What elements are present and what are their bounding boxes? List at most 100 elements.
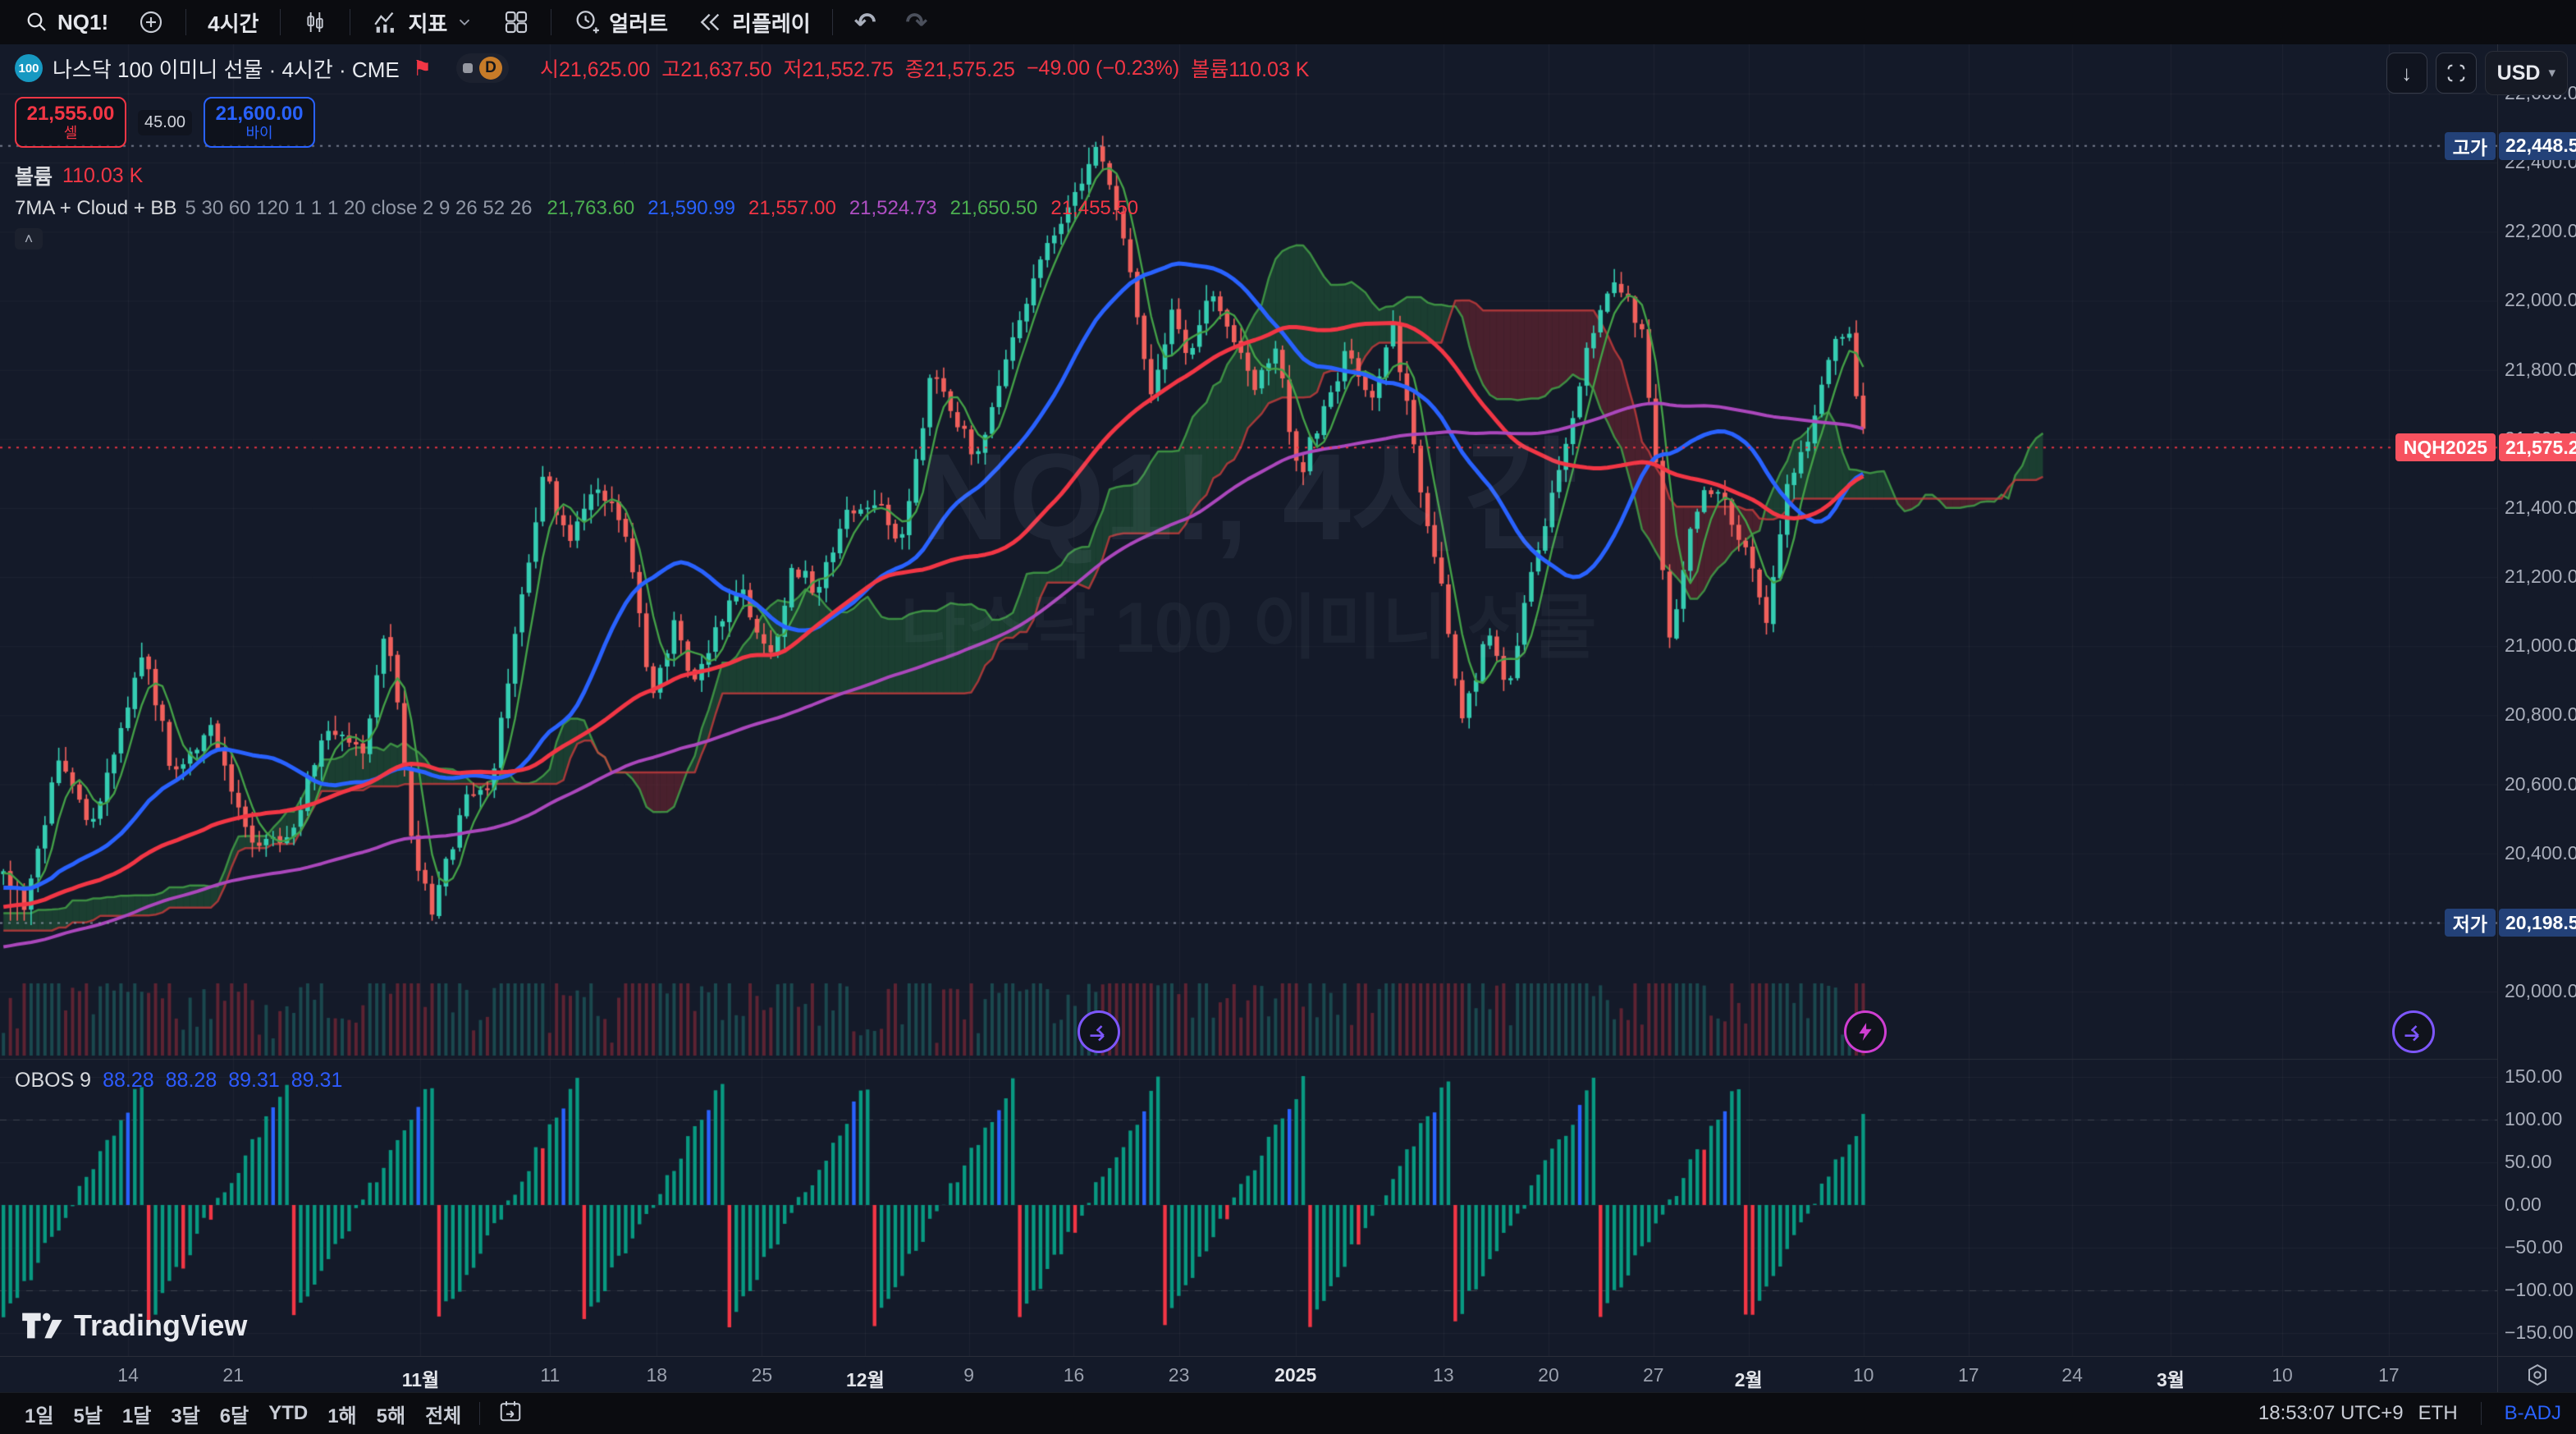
compare-button[interactable] (125, 4, 177, 40)
toolbar-divider (280, 9, 281, 35)
session-high-label-badge: 고가 (2444, 131, 2496, 160)
time-axis-label[interactable]: 17 (1958, 1364, 1979, 1386)
search-icon (27, 12, 46, 31)
replay-icon (700, 13, 720, 31)
time-axis-label[interactable]: 13 (1433, 1364, 1454, 1386)
range-button-6달[interactable]: 6달 (219, 1404, 249, 1427)
range-button-YTD[interactable]: YTD (268, 1402, 309, 1424)
obos-axis-label: 0.00 (2505, 1193, 2542, 1215)
time-axis-label[interactable]: 18 (646, 1364, 668, 1386)
range-button-1해[interactable]: 1해 (327, 1404, 357, 1427)
obos-values: 88.28 88.28 89.31 89.31 (103, 1069, 342, 1093)
indicator-value: 21,590.99 (647, 197, 736, 219)
time-axis-label[interactable]: 9 (963, 1364, 975, 1386)
time-axis[interactable]: 14 21 11월 11 18 25 12월 9 16 23 2025 13 20 27 2월 10 17 24 3… (0, 1356, 2497, 1393)
volume-legend-row[interactable]: 볼륨 110.03 K (15, 161, 1309, 190)
indicator-value: 21,763.60 (547, 197, 635, 219)
open-value: 21,625.00 (559, 58, 651, 81)
indicator-legend-row[interactable]: 7MA + Cloud + BB 5 30 60 120 1 1 1 20 cl… (15, 197, 1309, 220)
chevron-down-icon: ▾ (2548, 65, 2555, 80)
range-button-5해[interactable]: 5해 (376, 1404, 406, 1427)
indicators-button[interactable]: 지표 (359, 4, 487, 40)
redo-button[interactable]: ↷ (893, 4, 941, 40)
time-axis-label[interactable]: 16 (1063, 1364, 1085, 1386)
flag-icon[interactable]: ⚑ (412, 55, 432, 80)
sell-button[interactable]: 21,555.00 셀 (15, 97, 126, 148)
range-button-5날[interactable]: 5날 (73, 1404, 103, 1427)
session-low-label-badge: 저가 (2444, 909, 2496, 937)
time-axis-label[interactable]: 20 (1538, 1364, 1559, 1386)
interval-button[interactable]: 4시간 (194, 4, 272, 40)
fullscreen-icon (2447, 64, 2465, 82)
price-axis-label: 22,200.00 (2505, 220, 2576, 242)
range-button-전체[interactable]: 전체 (425, 1404, 462, 1427)
replay-button[interactable]: 리플레이 (684, 4, 824, 40)
obos-value: 88.28 (103, 1069, 154, 1092)
chart-area[interactable]: NQ1!, 4시간 나스닥 100 이미니 선물 100 나스닥 100 이미니… (0, 44, 2576, 1434)
time-axis-label[interactable]: 2025 (1274, 1364, 1317, 1386)
currency-selector[interactable]: USD ▾ (2484, 51, 2568, 95)
layout-button[interactable] (490, 4, 542, 40)
obos-axis-label: −100.00 (2505, 1279, 2574, 1300)
axis-settings-corner[interactable] (2497, 1356, 2576, 1393)
alert-button[interactable]: 얼러트 (560, 4, 681, 40)
buy-label: 바이 (245, 125, 273, 141)
volume-legend-label: 볼륨 (15, 166, 53, 189)
time-axis-label[interactable]: 25 (751, 1364, 773, 1386)
interval-label: 4시간 (208, 11, 259, 36)
symbol-info-row[interactable]: 100 나스닥 100 이미니 선물 · 4시간 · CME ⚑ D 시21,6… (15, 51, 1309, 85)
time-axis-label[interactable]: 10 (1852, 1364, 1874, 1386)
chart-style-button[interactable] (289, 4, 341, 40)
price-axis-label: 20,400.00 (2505, 841, 2576, 864)
time-axis-label[interactable]: 23 (1168, 1364, 1190, 1386)
obos-axis-label: 50.00 (2505, 1151, 2552, 1172)
undo-button[interactable]: ↶ (841, 4, 890, 40)
go-to-realtime-button[interactable]: ↓ (2386, 53, 2427, 94)
time-axis-label[interactable]: 14 (117, 1364, 139, 1386)
range-button-1일[interactable]: 1일 (25, 1404, 54, 1427)
symbol-title[interactable]: 나스닥 100 이미니 선물 · 4시간 · CME (53, 57, 400, 82)
symbol-search-button[interactable]: NQ1! (11, 4, 121, 40)
plus-circle-icon (140, 11, 162, 34)
close-value: 21,575.25 (923, 58, 1015, 81)
sell-price: 21,555.00 (26, 103, 115, 125)
time-axis-label[interactable]: 27 (1642, 1364, 1664, 1386)
collapse-legend-button[interactable]: ˄ (15, 228, 43, 250)
chevron-down-icon (460, 19, 470, 26)
fullscreen-button[interactable] (2435, 53, 2477, 94)
trade-panel: 21,555.00 셀 45.00 21,600.00 바이 (15, 97, 1309, 148)
chart-top-right-controls: ↓ USD ▾ (2386, 51, 2568, 95)
buy-button[interactable]: 21,600.00 바이 (204, 97, 316, 148)
range-button-1달[interactable]: 1달 (121, 1404, 152, 1427)
last-price-price-badge: 21,575.25 (2499, 433, 2576, 462)
clock[interactable]: 18:53:07 UTC+9 (2258, 1402, 2404, 1424)
calendar-icon (500, 1400, 521, 1421)
obos-legend-row[interactable]: OBOS 9 88.28 88.28 89.31 89.31 (15, 1069, 342, 1093)
lightning-event-icon[interactable] (1844, 1010, 1887, 1053)
session-label[interactable]: ETH (2418, 1402, 2458, 1424)
interval-sync-pill[interactable]: D (456, 53, 510, 83)
chart-legend: 100 나스닥 100 이미니 선물 · 4시간 · CME ⚑ D 시21,6… (15, 51, 1309, 250)
time-axis-label[interactable]: 17 (2378, 1364, 2400, 1386)
session-high-price-badge: 22,448.50 (2499, 131, 2576, 160)
alert-clock-icon (576, 11, 600, 34)
daily-badge: D (479, 57, 503, 80)
go-to-date-button[interactable] (488, 1395, 533, 1432)
time-axis-label[interactable]: 12월 (846, 1369, 885, 1390)
chevron-up-icon: ˄ (24, 230, 34, 247)
session-low-price-badge: 20,198.50 (2499, 909, 2576, 937)
time-axis-label[interactable]: 3월 (2156, 1369, 2185, 1390)
adjustment-label[interactable]: B-ADJ (2504, 1402, 2561, 1424)
range-button-3달[interactable]: 3달 (171, 1404, 200, 1427)
contract-rollover-icon[interactable] (2392, 1010, 2435, 1053)
time-axis-label[interactable]: 21 (222, 1364, 244, 1386)
time-axis-label[interactable]: 2월 (1734, 1369, 1763, 1390)
time-axis-label[interactable]: 24 (2061, 1364, 2083, 1386)
price-axis[interactable]: 22,600.0022,400.0022,200.0022,000.0021,8… (2497, 44, 2576, 1356)
price-chart-canvas[interactable] (0, 44, 2497, 1356)
contract-rollover-icon[interactable] (1078, 1010, 1120, 1053)
tradingview-logo[interactable]: TradingView (21, 1308, 247, 1343)
time-axis-label[interactable]: 11월 (401, 1369, 440, 1390)
time-axis-label[interactable]: 10 (2272, 1364, 2293, 1386)
time-axis-label[interactable]: 11 (540, 1364, 560, 1386)
